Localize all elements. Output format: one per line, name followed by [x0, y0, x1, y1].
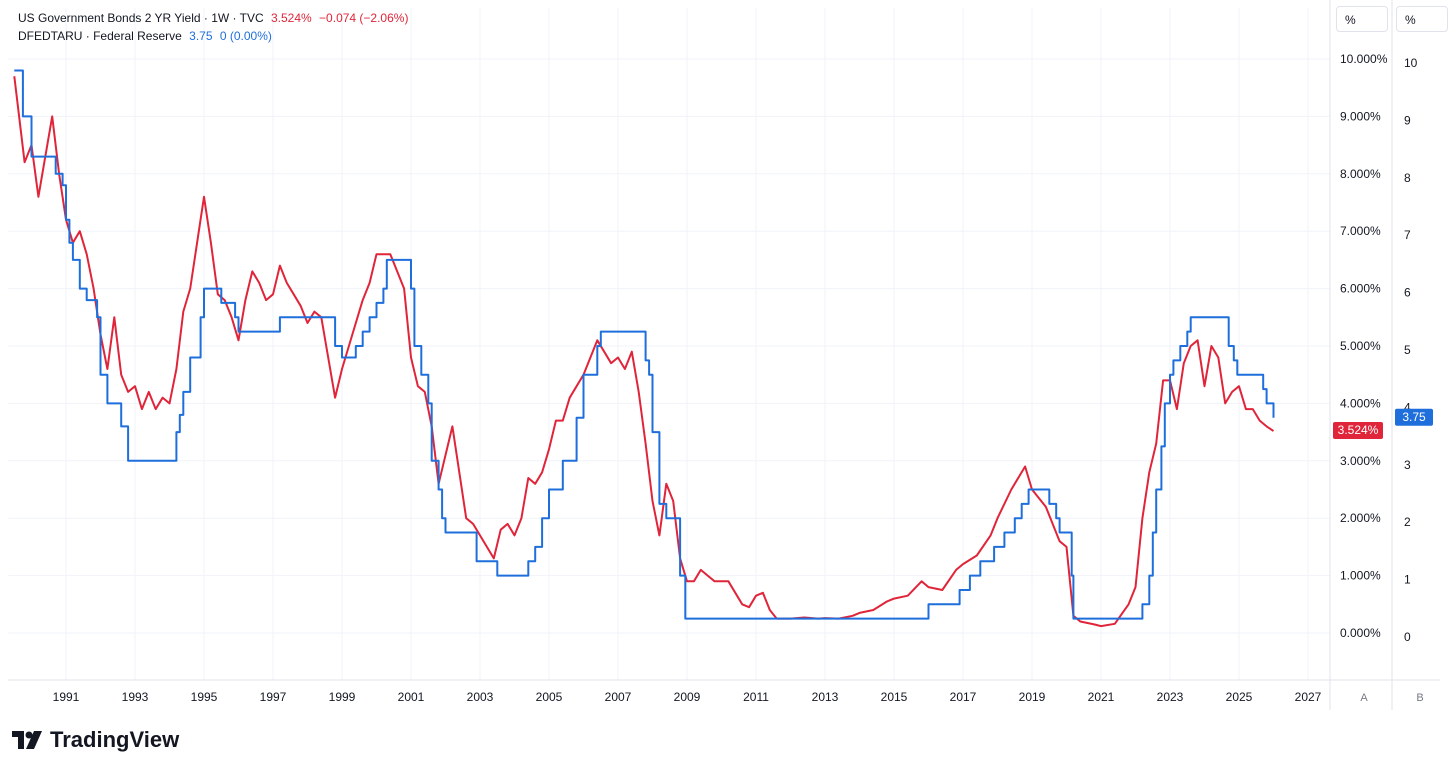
brand-name: TradingView — [50, 727, 180, 752]
y-tick-label-right: 2 — [1404, 515, 1411, 529]
x-tick-label: 2025 — [1226, 690, 1253, 704]
last-value-badges: 3.524% 3.75 — [1333, 408, 1433, 439]
legend-series-1[interactable]: US Government Bonds 2 YR Yield · 1W · TV… — [18, 11, 412, 25]
y-tick-label-left: 7.000% — [1340, 224, 1381, 238]
x-tick-label: 2015 — [881, 690, 908, 704]
series-layer — [13, 69, 1275, 628]
x-tick-label: 2009 — [674, 690, 701, 704]
axis-button-a[interactable]: A — [1360, 692, 1368, 704]
x-tick-label: 2007 — [605, 690, 632, 704]
y-tick-label-right: 10 — [1404, 56, 1418, 70]
y-tick-label-left: 1.000% — [1340, 569, 1381, 583]
x-tick-label: 2005 — [536, 690, 563, 704]
y-tick-label-left: 4.000% — [1340, 396, 1381, 410]
x-axis[interactable]: 1991 1993 1995 1997 1999 2001 2003 2005 2007 2009… — [53, 690, 1322, 704]
x-tick-label: 2023 — [1157, 690, 1184, 704]
y-tick-label-right: 0 — [1404, 630, 1411, 644]
y-tick-label-right: 9 — [1404, 113, 1411, 127]
last-value-label-yield: 3.524% — [1338, 423, 1379, 437]
legend-series-2-last: 3.75 — [189, 29, 213, 43]
y-tick-label-right: 4 — [1404, 400, 1411, 414]
x-tick-label: 2027 — [1295, 690, 1322, 704]
axis-button-b[interactable]: B — [1416, 692, 1424, 704]
y-tick-label-left: 2.000% — [1340, 511, 1381, 525]
last-value-badge-fed — [1395, 408, 1433, 426]
x-tick-label: 1993 — [122, 690, 149, 704]
y-axis-left[interactable]: 10.000% 9.000% 8.000% 7.000% 6.000% 5.000% 4.0… — [1340, 52, 1388, 640]
x-tick-label: 2021 — [1088, 690, 1115, 704]
x-tick-label: 2019 — [1019, 690, 1046, 704]
y-tick-label-right: 5 — [1404, 343, 1411, 357]
y-tick-label-left: 8.000% — [1340, 167, 1381, 181]
x-tick-label: 1991 — [53, 690, 80, 704]
x-tick-label: 2003 — [467, 690, 494, 704]
legend-series-1-name: US Government Bonds 2 YR Yield · 1W · TV… — [18, 11, 264, 25]
legend-series-2-name: DFEDTARU · Federal Reserve — [18, 29, 182, 43]
x-tick-label: 1995 — [191, 690, 218, 704]
tradingview-logo-icon — [12, 731, 42, 749]
x-tick-label: 1999 — [329, 690, 356, 704]
x-tick-label: 2011 — [743, 690, 769, 704]
y-tick-label-left: 10.000% — [1340, 52, 1388, 66]
scale-unit-button-right[interactable]: % — [1396, 6, 1448, 32]
legend-series-1-change: −0.074 (−2.06%) — [319, 11, 409, 25]
x-tick-label: 1997 — [260, 690, 287, 704]
y-tick-label-left: 3.000% — [1340, 454, 1381, 468]
grid — [8, 0, 1440, 710]
x-tick-label: 2001 — [398, 690, 425, 704]
series-line-fed-upper-target — [14, 69, 1275, 620]
legend-series-2[interactable]: DFEDTARU · Federal Reserve 3.75 0 (0.00%… — [18, 29, 276, 43]
y-tick-label-right: 6 — [1404, 286, 1411, 300]
y-tick-label-right: 1 — [1404, 573, 1411, 587]
y-tick-label-left: 9.000% — [1340, 109, 1381, 123]
y-tick-label-left: 5.000% — [1340, 339, 1381, 353]
legend-series-2-change: 0 (0.00%) — [219, 29, 272, 43]
tradingview-logo[interactable]: TradingView — [12, 727, 179, 753]
series-line-2yr-yield — [13, 76, 1275, 628]
x-tick-label: 2017 — [950, 690, 977, 704]
last-value-badge-yield — [1333, 421, 1383, 439]
y-tick-label-right: 8 — [1404, 171, 1411, 185]
last-value-label-fed: 3.75 — [1402, 410, 1426, 424]
y-tick-label-left: 6.000% — [1340, 282, 1381, 296]
legend-series-1-last: 3.524% — [271, 11, 312, 25]
y-tick-label-left: 0.000% — [1340, 626, 1381, 640]
y-tick-label-right: 7 — [1404, 228, 1411, 242]
x-tick-label: 2013 — [812, 690, 839, 704]
y-tick-label-right: 3 — [1404, 458, 1411, 472]
scale-unit-button-left[interactable]: % — [1336, 6, 1388, 32]
